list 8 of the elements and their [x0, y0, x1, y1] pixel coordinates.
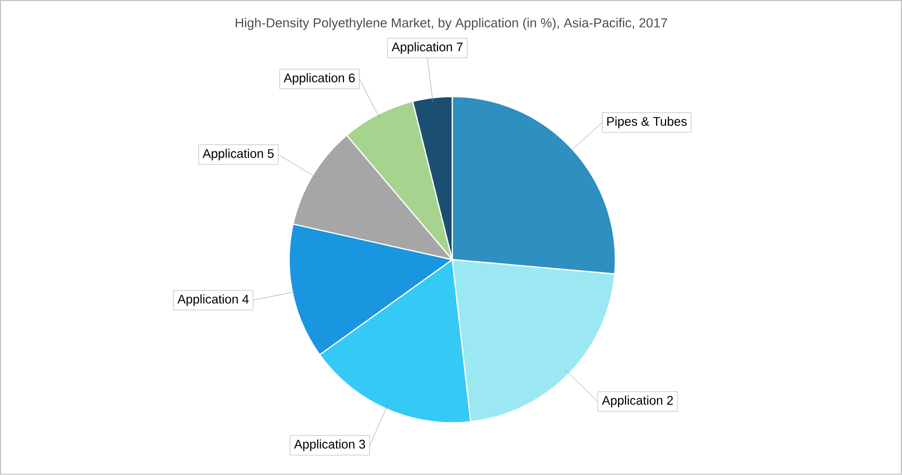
- chart-title: High-Density Polyethylene Market, by Application (in %), Asia-Pacific, 2017: [236, 18, 668, 30]
- slice-label: Application 5: [202, 148, 274, 161]
- slice-label: Application 6: [284, 73, 355, 85]
- slice-label: Application 2: [602, 396, 673, 408]
- slice-label: Application 7: [392, 42, 463, 54]
- slice-label: Application 3: [294, 440, 366, 452]
- slice-label: Pipes & Tubes: [607, 116, 687, 128]
- slice-label: Application 4: [177, 294, 249, 306]
